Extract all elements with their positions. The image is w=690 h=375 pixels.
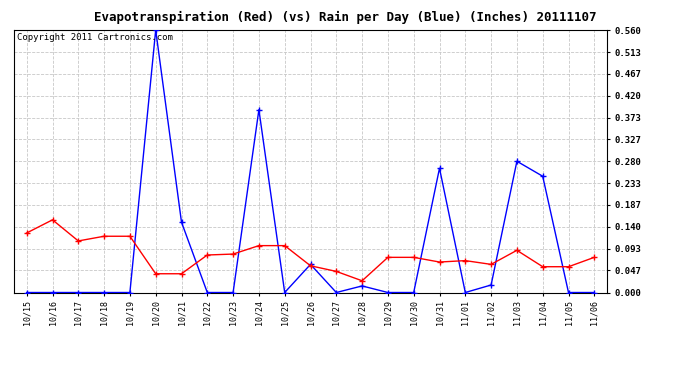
Text: Copyright 2011 Cartronics.com: Copyright 2011 Cartronics.com — [17, 33, 172, 42]
Text: Evapotranspiration (Red) (vs) Rain per Day (Blue) (Inches) 20111107: Evapotranspiration (Red) (vs) Rain per D… — [94, 11, 596, 24]
